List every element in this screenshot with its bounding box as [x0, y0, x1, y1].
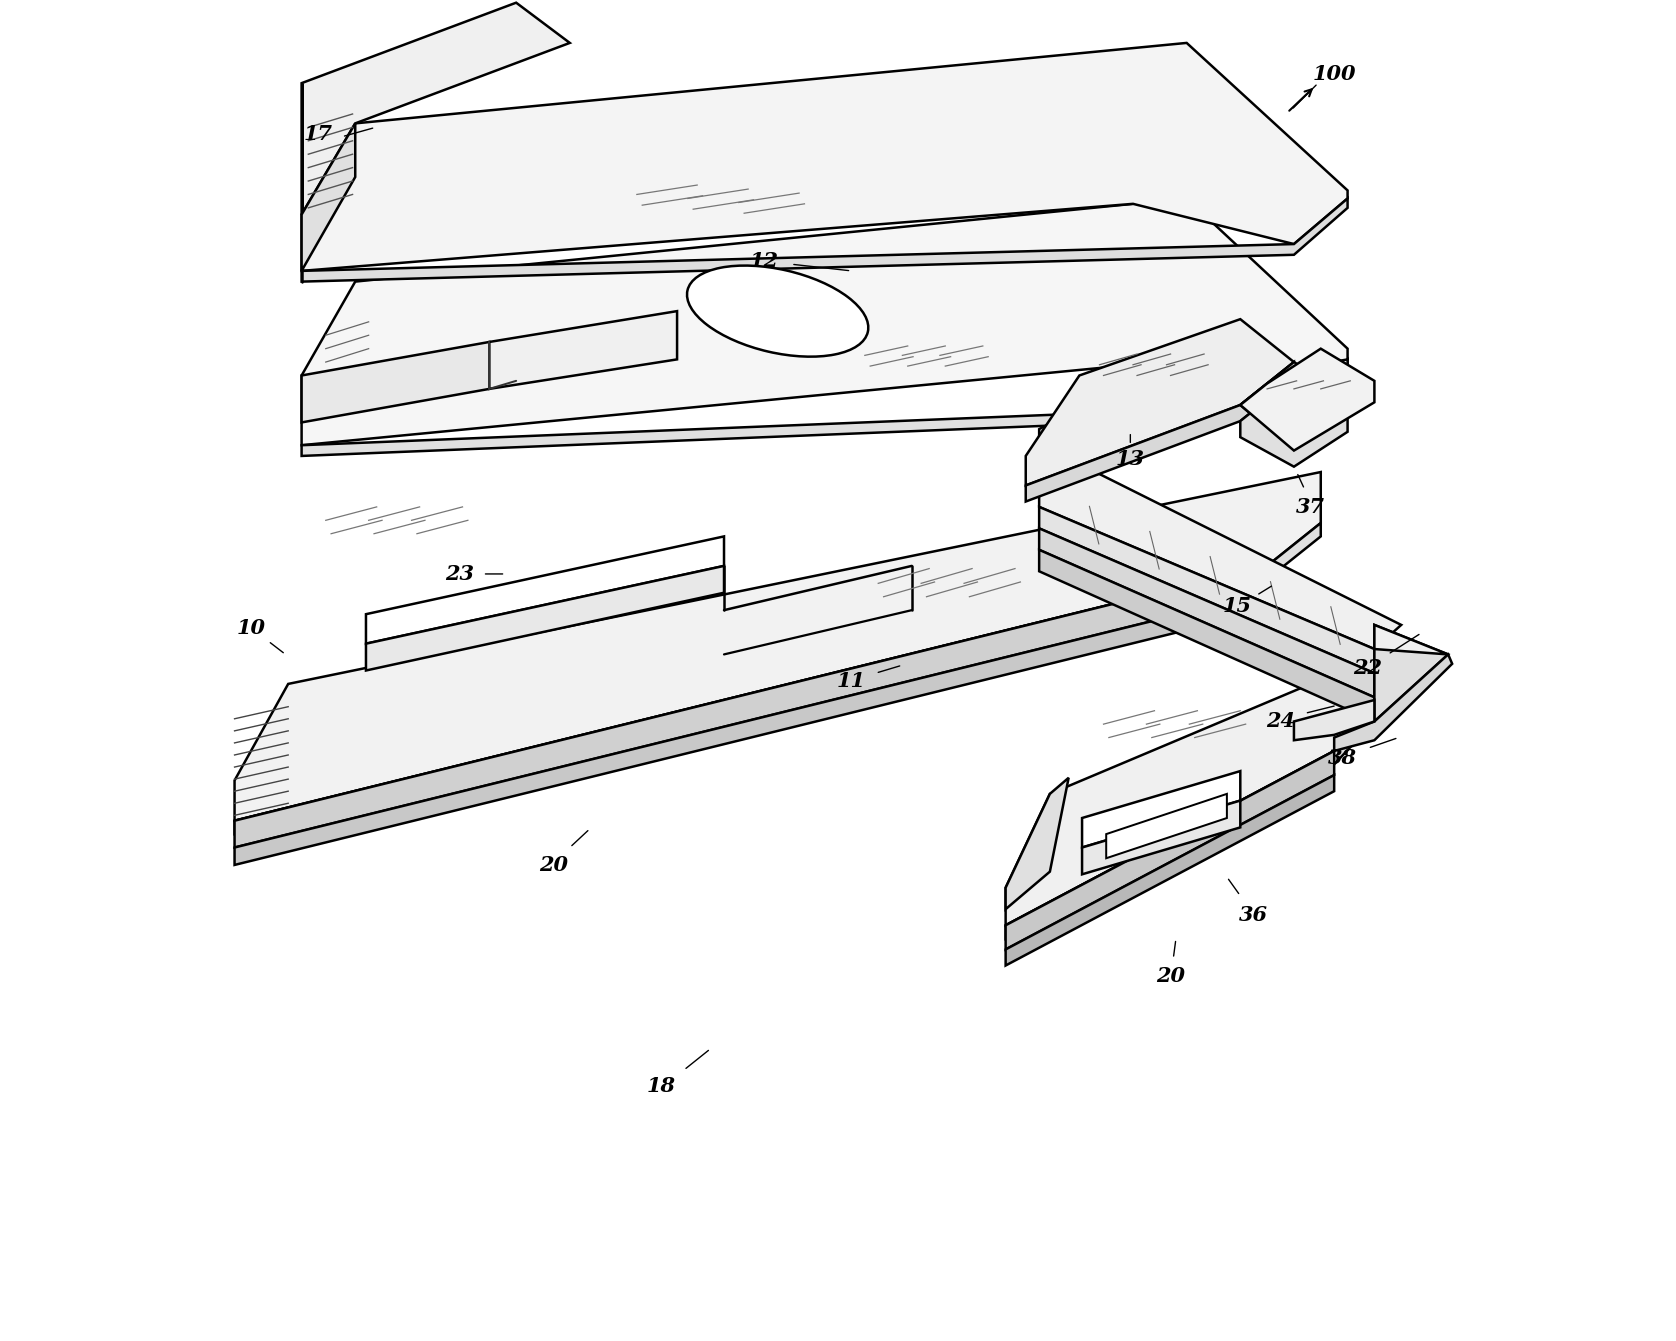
Polygon shape [1039, 464, 1401, 649]
Polygon shape [1006, 657, 1374, 925]
Polygon shape [1294, 700, 1374, 740]
Polygon shape [489, 311, 677, 389]
Text: 38: 38 [1327, 748, 1356, 767]
Polygon shape [1026, 362, 1294, 502]
Polygon shape [235, 566, 1267, 848]
Polygon shape [1374, 625, 1448, 721]
Polygon shape [1006, 708, 1374, 939]
Polygon shape [235, 593, 1267, 865]
Polygon shape [302, 123, 355, 271]
Polygon shape [1039, 528, 1374, 697]
Polygon shape [235, 523, 1321, 834]
Polygon shape [1083, 771, 1240, 848]
Polygon shape [302, 43, 1348, 271]
Polygon shape [1106, 794, 1227, 858]
Polygon shape [302, 342, 489, 422]
Polygon shape [1240, 362, 1348, 451]
Polygon shape [1083, 801, 1240, 874]
Polygon shape [1240, 378, 1348, 467]
Text: 37: 37 [1296, 498, 1324, 516]
Polygon shape [302, 198, 1348, 282]
Polygon shape [302, 198, 1348, 445]
Text: 18: 18 [647, 1077, 675, 1096]
Text: 11: 11 [836, 672, 866, 691]
Polygon shape [1006, 775, 1334, 966]
Text: 22: 22 [1353, 658, 1383, 677]
Polygon shape [1039, 507, 1374, 673]
Polygon shape [1039, 359, 1348, 448]
Text: 17: 17 [303, 125, 332, 143]
Text: 36: 36 [1239, 905, 1269, 924]
Polygon shape [1026, 319, 1294, 485]
Polygon shape [1240, 349, 1374, 451]
Polygon shape [365, 566, 724, 670]
Text: 24: 24 [1265, 712, 1296, 731]
Ellipse shape [687, 266, 868, 357]
Text: 100: 100 [1312, 64, 1356, 83]
Polygon shape [1374, 625, 1448, 654]
Polygon shape [365, 536, 724, 644]
Text: 23: 23 [446, 565, 474, 583]
Polygon shape [302, 359, 1348, 456]
Polygon shape [1334, 654, 1451, 751]
Text: 10: 10 [236, 618, 265, 637]
Polygon shape [1006, 751, 1334, 949]
Polygon shape [1006, 778, 1069, 909]
Text: 13: 13 [1116, 449, 1145, 468]
Polygon shape [302, 3, 570, 215]
Text: 20: 20 [540, 856, 568, 874]
Text: 15: 15 [1223, 597, 1252, 616]
Polygon shape [1039, 550, 1374, 721]
Text: 12: 12 [749, 252, 779, 271]
Text: 20: 20 [1156, 967, 1185, 986]
Polygon shape [235, 472, 1321, 821]
